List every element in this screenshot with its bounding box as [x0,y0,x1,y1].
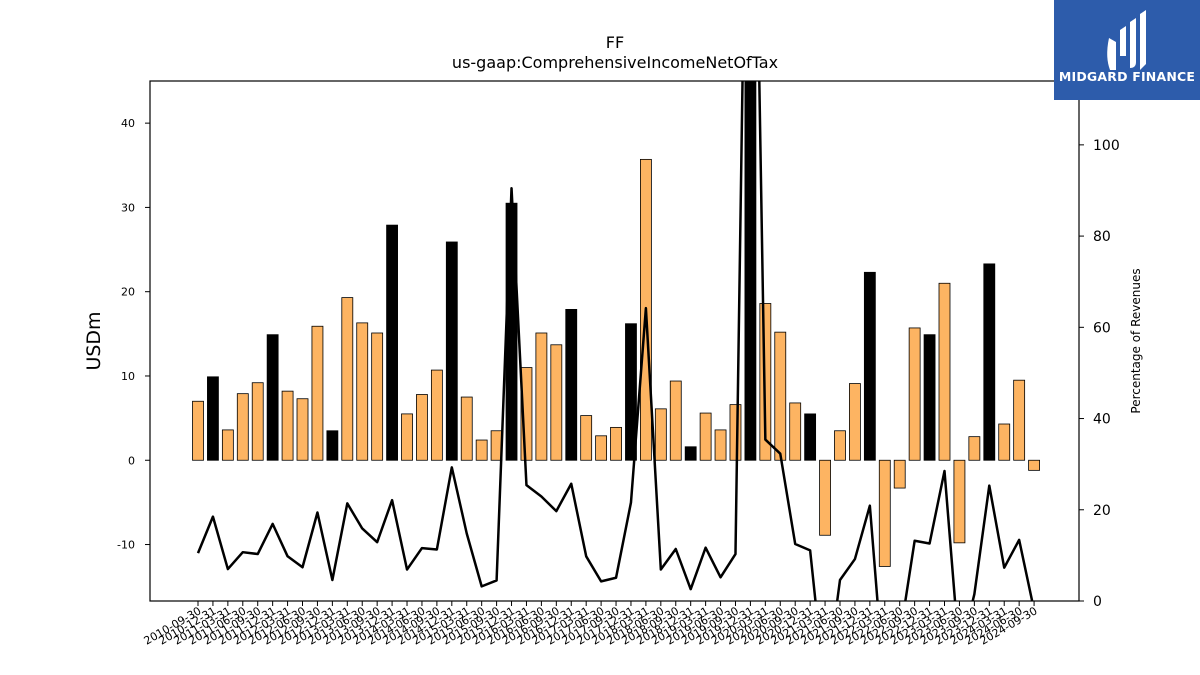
bar-2011-12-31 [266,334,279,461]
y-axis-label: USDm [83,311,105,370]
line-series [196,81,1034,601]
bar-2021-12-31 [863,271,876,461]
bar-2011-09-30 [251,382,264,461]
axes: -100102030400204060801002010-09-302010-1… [117,117,1120,647]
bar-2024-03-31 [998,423,1011,461]
bar-2023-12-31 [983,263,996,461]
y2-tick-label: 80 [1093,229,1111,245]
bar-2018-09-30 [669,380,682,461]
y-tick-label: 0 [128,454,135,467]
y2-axis-label: Percentage of Revenues [1129,268,1143,413]
bar-2023-03-31 [938,282,951,461]
bar-2017-03-31 [580,415,593,461]
bar-2013-03-31 [341,297,354,461]
bar-2013-09-30 [371,332,384,461]
bar-2019-09-30 [729,404,742,461]
bar-2019-06-30 [714,429,727,461]
bar-2021-03-31 [819,459,831,536]
y2-tick-label: 40 [1093,412,1111,428]
bar-2012-03-31 [281,390,294,461]
bar-2011-06-30 [236,393,249,461]
bar-2010-09-30 [192,400,204,461]
bar-2021-06-30 [834,430,846,461]
bar-2013-12-31 [386,224,398,461]
bar-2016-12-31 [565,308,578,461]
bar-2012-06-30 [296,398,309,461]
bar-2024-06-30 [1013,379,1026,461]
bar-2022-09-30 [908,327,921,461]
brand-logo: MIDGARD FINANCE [1054,0,1200,100]
bar-2022-06-30 [893,459,906,489]
bar-2017-06-30 [595,435,608,461]
bar-2010-12-31 [207,376,219,461]
bar-2016-09-30 [550,344,563,461]
chart-title: FF [606,33,624,52]
bar-2013-06-30 [356,322,369,461]
bar-2020-09-30 [789,402,802,461]
bar-2018-12-31 [684,446,697,461]
bar-2012-12-31 [326,430,339,461]
y-tick-label: 40 [121,117,135,130]
bar-2019-03-31 [699,412,712,461]
bar-2020-12-31 [804,413,817,461]
percentage-line [196,81,1034,601]
bar-2015-06-30 [475,439,488,461]
bar-2023-09-30 [968,436,981,461]
y2-tick-label: 0 [1093,594,1102,610]
y2-tick-label: 20 [1093,503,1111,519]
bar-2015-03-31 [460,396,473,461]
bar-2018-06-30 [654,408,667,461]
bar-series [192,81,1040,567]
bar-2014-06-30 [416,394,428,461]
y2-tick-label: 60 [1093,320,1111,336]
bar-2016-06-30 [535,332,548,461]
bar-2011-03-31 [221,429,234,461]
bar-2023-06-30 [953,459,966,544]
logo-mark-icon [1107,10,1146,70]
bar-2021-09-30 [849,383,861,461]
bar-2012-09-30 [311,325,324,461]
bar-2019-12-31 [744,81,757,461]
bar-2014-03-31 [401,413,413,461]
plot-frame [149,80,1080,602]
bar-2014-09-30 [430,369,443,461]
bar-2014-12-31 [445,241,458,461]
y-tick-label: -10 [117,539,135,552]
y-tick-label: 30 [121,201,135,214]
bar-2020-06-30 [774,331,787,461]
bar-2022-12-31 [923,334,936,461]
logo-text: MIDGARD FINANCE [1058,69,1196,84]
bar-2022-03-31 [878,459,891,567]
chart-subtitle: us-gaap:ComprehensiveIncomeNetOfTax [452,53,778,72]
y-tick-label: 20 [121,286,135,299]
bar-2024-09-30 [1028,459,1040,471]
y-tick-label: 10 [121,370,135,383]
bar-2017-12-31 [625,323,637,461]
bar-2017-09-30 [610,426,622,461]
y2-tick-label: 100 [1093,138,1120,154]
